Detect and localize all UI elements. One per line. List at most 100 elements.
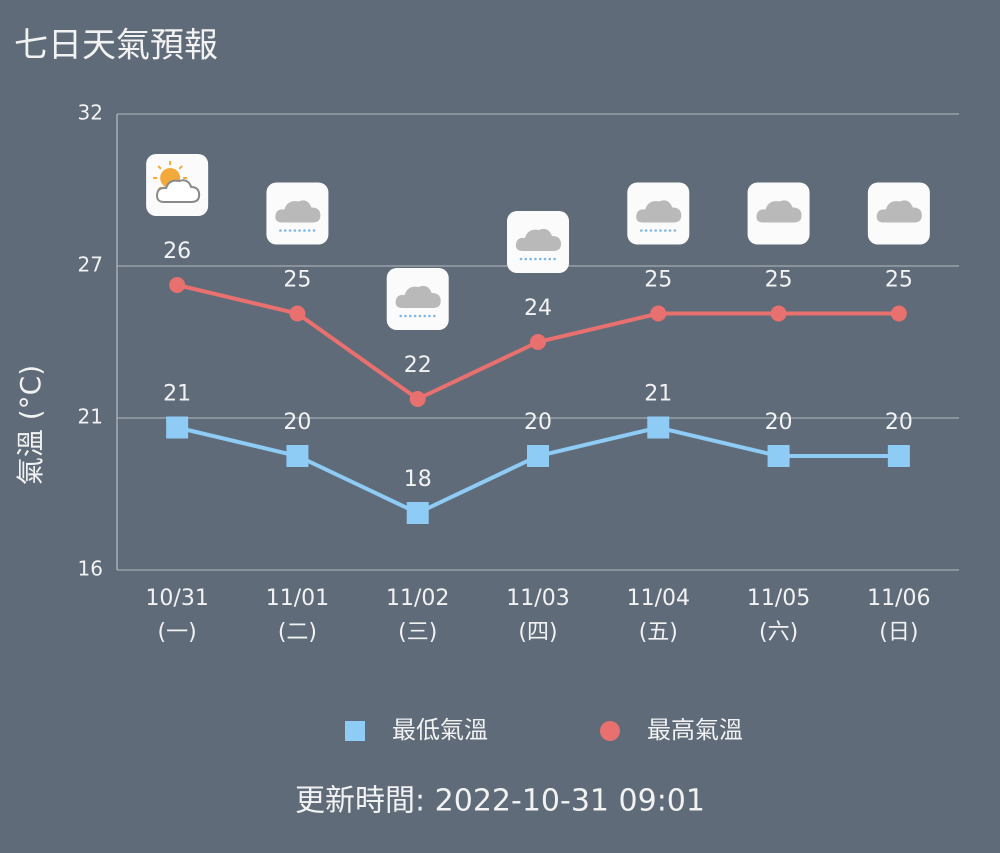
icon-drop — [673, 229, 677, 232]
icon-drop — [418, 314, 422, 318]
icon-drop — [303, 229, 306, 232]
data-label: 21 — [163, 382, 191, 407]
icon-drop — [288, 229, 292, 232]
x-tick-label: 10/31 — [145, 586, 208, 611]
point-marker — [409, 391, 426, 407]
icon-sun-ray — [157, 165, 162, 170]
icon-drop — [538, 257, 542, 261]
x-tick-sublabel: (二) — [278, 620, 317, 645]
icon-drop — [668, 229, 672, 232]
point-marker — [890, 305, 907, 322]
icon-cloud — [756, 200, 802, 223]
legend-marker — [345, 721, 365, 741]
icon-drop — [404, 314, 407, 318]
icon-cloud — [156, 179, 201, 203]
y-tick-label: 32 — [78, 101, 103, 125]
data-label: 24 — [524, 296, 552, 321]
data-label: 25 — [765, 268, 793, 293]
icon-drop — [548, 257, 552, 261]
icon-drop — [423, 314, 427, 318]
icon-drop — [524, 257, 528, 261]
weather-icon — [386, 268, 449, 330]
x-tick-label: 11/01 — [266, 586, 329, 611]
point-marker — [406, 502, 429, 524]
data-label: 22 — [404, 353, 432, 378]
icon-drop — [659, 229, 662, 232]
icon-drop — [283, 229, 287, 232]
point-marker — [770, 305, 787, 322]
icon-cloud — [395, 285, 441, 308]
weather-icon — [627, 182, 690, 245]
data-label: 20 — [524, 410, 552, 435]
icon-cloud — [636, 200, 682, 223]
point-marker — [530, 334, 546, 350]
x-tick-sublabel: (一) — [158, 620, 197, 645]
icon-drop — [433, 314, 436, 318]
icon-cloud — [275, 200, 321, 223]
x-tick-label: 11/06 — [867, 586, 930, 611]
icon-drop — [279, 229, 282, 232]
x-tick-label: 11/04 — [627, 586, 690, 611]
data-label: 25 — [885, 268, 913, 293]
y-tick-label: 27 — [78, 252, 103, 276]
point-marker — [647, 416, 670, 439]
icon-sun-ray — [178, 165, 183, 170]
x-tick-sublabel: (五) — [639, 620, 678, 645]
icon-drop — [644, 229, 648, 232]
icon-drop — [654, 229, 657, 232]
weather-icon — [867, 182, 930, 245]
icon-drop — [639, 229, 643, 232]
icon-drop — [409, 314, 412, 318]
data-label: 20 — [765, 410, 793, 435]
legend-marker — [600, 721, 620, 741]
data-label: 18 — [404, 467, 432, 492]
data-label: 21 — [644, 382, 672, 407]
point-marker — [887, 445, 910, 467]
icon-drop — [428, 314, 431, 318]
icon-drop — [534, 257, 537, 261]
icon-drop — [543, 257, 547, 261]
icon-drop — [553, 257, 556, 261]
x-tick-label: 11/03 — [506, 586, 569, 611]
data-label: 20 — [885, 410, 913, 435]
footer: 更新時間: 2022-10-31 09:01 — [295, 784, 705, 819]
icon-drop — [293, 229, 297, 232]
x-tick-sublabel: (三) — [398, 620, 437, 645]
weather-icon — [146, 154, 209, 216]
icon-cloud — [515, 228, 561, 251]
data-label: 25 — [283, 268, 311, 293]
x-tick-sublabel: (六) — [759, 620, 798, 645]
point-marker — [169, 277, 186, 293]
data-label: 20 — [283, 410, 311, 435]
y-tick-label: 16 — [78, 557, 103, 581]
icon-drop — [298, 229, 301, 232]
icon-drop — [399, 314, 403, 318]
icon-drop — [413, 314, 417, 318]
data-label: 26 — [163, 239, 191, 264]
icon-cloud — [876, 200, 922, 223]
weather-icon — [747, 182, 810, 245]
point-marker — [289, 305, 306, 322]
data-label: 25 — [644, 268, 672, 293]
point-marker — [527, 445, 549, 467]
x-tick-sublabel: (日) — [879, 620, 918, 645]
icon-drop — [529, 257, 532, 261]
point-marker — [767, 445, 790, 467]
weather-icon — [266, 182, 329, 245]
x-tick-label: 11/02 — [386, 586, 449, 611]
legend-label: 最低氣溫 — [392, 716, 488, 744]
point-marker — [166, 416, 189, 439]
y-axis-title: 氣溫 (°C) — [14, 365, 47, 485]
icon-drop — [519, 257, 523, 261]
point-marker — [286, 445, 309, 467]
legend-label: 最高氣溫 — [647, 716, 743, 744]
icon-drop — [649, 229, 653, 232]
y-tick-label: 21 — [78, 405, 103, 429]
icon-drop — [312, 229, 316, 232]
chart-title: 七日天氣預報 — [14, 26, 218, 66]
x-tick-sublabel: (四) — [518, 620, 557, 645]
icon-drop — [663, 229, 667, 232]
x-tick-label: 11/05 — [747, 586, 810, 611]
